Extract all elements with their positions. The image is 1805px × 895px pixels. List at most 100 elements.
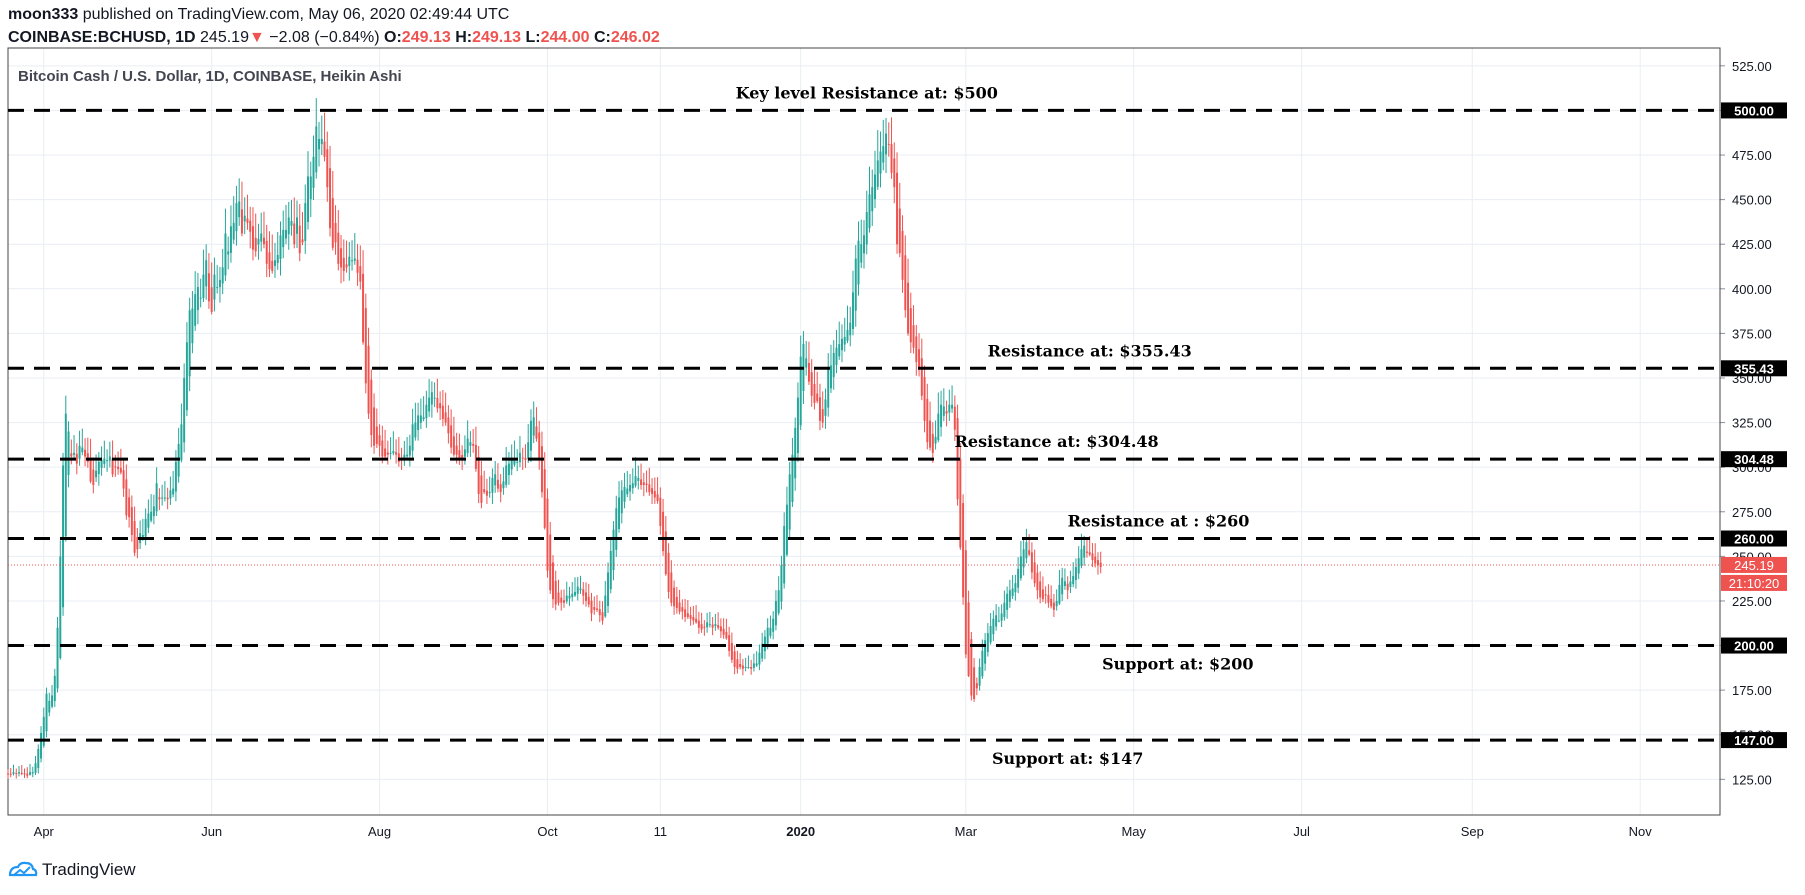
candle-body — [1063, 581, 1066, 587]
x-tick-label: 2020 — [786, 824, 815, 839]
candle-body — [403, 454, 406, 458]
candle-body — [863, 235, 865, 254]
candle-body — [755, 663, 758, 666]
candle-body — [433, 397, 436, 399]
last-price: 245.19 — [200, 29, 249, 46]
candle-body — [1044, 594, 1047, 596]
candle-body — [1017, 568, 1020, 588]
candle-body — [31, 772, 34, 774]
candle-body — [18, 772, 21, 774]
candle-body — [818, 397, 821, 421]
candle-body — [1008, 590, 1011, 602]
level-label: Key level Resistance at: $500 — [736, 83, 998, 102]
candle-body — [128, 497, 131, 518]
candle-body — [722, 628, 725, 635]
candle-body — [662, 511, 665, 552]
candle-body — [571, 593, 574, 598]
candle-body — [73, 452, 76, 455]
candle-body — [9, 773, 12, 775]
candle-body — [898, 208, 901, 254]
level-price-tag — [1721, 451, 1787, 468]
candle-body — [543, 469, 546, 528]
candle-body — [981, 650, 984, 677]
candle-body — [1055, 600, 1058, 607]
candle-body — [1011, 588, 1014, 597]
candle-body — [251, 226, 254, 250]
candle-body — [103, 458, 106, 464]
candle-body — [56, 627, 59, 689]
candle-body — [64, 413, 67, 537]
candle-body — [546, 498, 549, 571]
candle-body — [1000, 613, 1003, 621]
candle-body — [20, 772, 23, 774]
candle-body — [615, 508, 618, 550]
y-tick-label: 425.00 — [1732, 237, 1772, 252]
candle-body — [926, 398, 929, 443]
candle-body — [243, 215, 246, 222]
candle-body — [565, 595, 568, 602]
candle-body — [967, 602, 970, 676]
candle-body — [640, 479, 643, 486]
candle-body — [169, 490, 172, 499]
candle-body — [656, 494, 659, 502]
price-change: −2.08 (−0.84%) — [269, 29, 380, 46]
candle-body — [81, 447, 84, 453]
candle-body — [249, 220, 252, 232]
candle-body — [428, 397, 431, 412]
candle-body — [783, 526, 786, 584]
candle-body — [885, 133, 888, 155]
candle-body — [279, 235, 282, 259]
candle-body — [172, 488, 175, 495]
candle-body — [675, 596, 678, 609]
candle-body — [348, 256, 351, 266]
candle-body — [224, 233, 227, 276]
candle-body — [285, 229, 287, 239]
x-tick-label: Mar — [955, 824, 978, 839]
candle-body — [582, 589, 585, 596]
candle-body — [700, 624, 703, 630]
candle-body — [642, 482, 645, 486]
candle-body — [150, 511, 153, 521]
candle-body — [301, 239, 304, 243]
candle-body — [780, 565, 783, 602]
candle-body — [95, 470, 98, 478]
candle-body — [631, 483, 634, 489]
candle-body — [948, 404, 951, 413]
candle-body — [122, 470, 125, 489]
candle-body — [769, 627, 772, 636]
price-chart[interactable]: Apr Jun Aug Oct 11 2020 Mar May Jul Sep Nov 125.00 1… — [0, 0, 1805, 850]
candle-body — [1003, 602, 1006, 618]
candle-body — [929, 420, 932, 448]
y-tick-label: 400.00 — [1732, 282, 1772, 297]
candle-body — [381, 440, 384, 457]
candle-body — [975, 683, 978, 689]
candle-body — [596, 608, 599, 610]
x-tick-label: Sep — [1461, 824, 1484, 839]
candle-body — [1014, 583, 1017, 593]
candle-body — [697, 620, 700, 628]
candle-body — [604, 595, 607, 617]
candle-body — [463, 449, 466, 457]
candle-body — [1066, 583, 1069, 591]
candle-body — [268, 252, 271, 270]
candle-body — [205, 260, 208, 287]
candle-body — [725, 631, 728, 639]
candle-body — [785, 504, 788, 555]
candle-body — [986, 633, 989, 652]
candle-body — [805, 358, 808, 368]
candle-body — [45, 693, 48, 732]
candle-body — [502, 481, 505, 489]
candle-body — [849, 322, 852, 336]
candle-body — [714, 624, 717, 627]
candle-body — [995, 615, 998, 627]
candle-body — [447, 417, 450, 434]
candle-body — [1077, 558, 1080, 574]
publisher-name[interactable]: moon333 — [8, 6, 79, 23]
candle-body — [708, 624, 711, 626]
y-tick-label: 375.00 — [1732, 326, 1772, 341]
chart-title: Bitcoin Cash / U.S. Dollar, 1D, COINBASE… — [18, 68, 402, 85]
footer-brand[interactable]: TradingView — [8, 860, 136, 880]
candle-body — [970, 639, 973, 696]
candle-body — [620, 490, 623, 514]
candle-body — [147, 513, 150, 528]
